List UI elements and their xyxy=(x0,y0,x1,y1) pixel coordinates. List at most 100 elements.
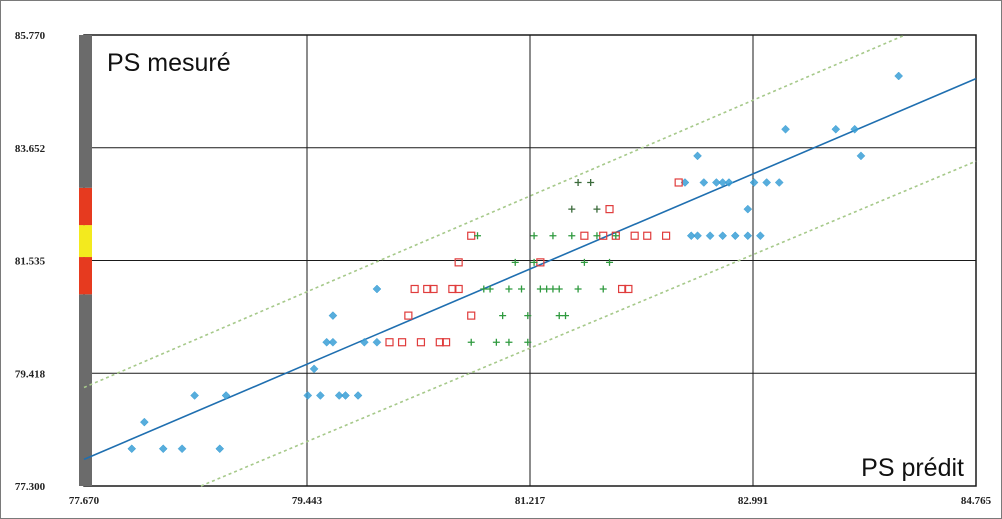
data-point-plus xyxy=(480,285,488,293)
data-points xyxy=(127,71,904,454)
data-point-diamond xyxy=(712,178,721,187)
fit-line-group xyxy=(83,77,977,461)
data-point-square xyxy=(454,284,463,294)
x-tick-label: 84.765 xyxy=(961,495,992,507)
data-point-diamond xyxy=(856,151,866,161)
data-point-diamond xyxy=(316,391,325,400)
x-tick-label: 77.670 xyxy=(69,495,100,507)
data-point-square xyxy=(617,284,627,294)
data-point-plus xyxy=(549,285,557,293)
data-point-square xyxy=(441,338,451,347)
confidence-lines xyxy=(83,34,977,487)
data-point-plus xyxy=(467,338,475,346)
data-point-square xyxy=(448,284,457,294)
data-point-diamond xyxy=(756,231,765,241)
y-tick-label: 83.652 xyxy=(15,143,46,155)
x-tick-label: 82.991 xyxy=(738,495,768,507)
data-point-diamond xyxy=(372,284,382,294)
data-point-plus xyxy=(555,312,563,320)
data-point-diamond xyxy=(743,231,753,241)
data-point-plus xyxy=(524,338,532,346)
data-point-diamond xyxy=(341,391,350,400)
data-point-plus xyxy=(568,205,576,213)
data-point-plus xyxy=(555,285,563,293)
data-point-diamond xyxy=(309,364,319,374)
data-point-plus xyxy=(499,312,507,320)
x-tick-label: 79.443 xyxy=(292,495,323,507)
data-point-diamond xyxy=(177,444,187,454)
data-point-plus xyxy=(580,258,588,266)
confidence-line-lower xyxy=(200,160,977,487)
data-point-square xyxy=(429,284,438,294)
data-point-diamond xyxy=(303,391,313,400)
y-tick-label: 77.300 xyxy=(15,481,46,493)
data-point-diamond xyxy=(850,124,860,134)
side-scale-bar xyxy=(79,35,92,486)
data-point-diamond xyxy=(322,337,331,347)
data-point-diamond xyxy=(749,178,759,187)
data-point-plus xyxy=(593,232,601,240)
data-point-plus xyxy=(486,285,494,293)
fit-line xyxy=(83,77,977,461)
data-point-plus xyxy=(593,205,601,213)
data-point-diamond xyxy=(894,71,904,81)
data-point-diamond xyxy=(190,391,199,400)
data-point-plus xyxy=(606,258,614,266)
data-point-diamond xyxy=(781,124,790,134)
data-point-square xyxy=(423,284,432,294)
data-point-plus xyxy=(574,285,582,293)
side-scale-segment xyxy=(79,257,92,295)
x-tick-labels: 77.670 79.443 81.217 82.991 84.765 xyxy=(69,495,992,507)
data-point-square xyxy=(454,258,463,267)
data-point-square xyxy=(416,338,426,347)
data-point-plus xyxy=(574,178,582,186)
side-scale-segment xyxy=(79,294,92,486)
side-scale-segment xyxy=(79,225,92,258)
y-axis-title: PS mesuré xyxy=(107,49,231,77)
data-point-plus xyxy=(562,312,570,320)
data-point-plus xyxy=(568,232,576,240)
x-axis-title: PS prédit xyxy=(861,454,964,482)
data-point-plus xyxy=(524,312,532,320)
data-point-plus xyxy=(518,285,526,293)
data-point-plus xyxy=(530,232,538,240)
data-point-square xyxy=(674,178,683,187)
data-point-diamond xyxy=(353,391,363,400)
confidence-line-upper xyxy=(83,34,906,389)
data-point-square xyxy=(467,311,476,320)
data-point-diamond xyxy=(762,178,772,187)
data-point-plus xyxy=(505,338,513,346)
data-point-square xyxy=(605,205,614,214)
data-point-diamond xyxy=(730,231,740,241)
data-point-square xyxy=(397,338,407,347)
data-point-diamond xyxy=(774,178,784,187)
data-point-square xyxy=(624,284,633,294)
y-tick-label: 81.535 xyxy=(15,256,46,268)
data-point-plus xyxy=(549,232,557,240)
side-scale-segment xyxy=(79,187,92,226)
data-point-diamond xyxy=(334,391,344,400)
data-point-diamond xyxy=(127,444,137,454)
data-point-diamond xyxy=(360,337,369,347)
data-point-plus xyxy=(536,285,544,293)
data-point-diamond xyxy=(328,311,338,320)
data-point-plus xyxy=(587,178,595,186)
data-point-square xyxy=(643,231,652,240)
data-point-diamond xyxy=(686,231,696,241)
data-point-diamond xyxy=(699,178,709,187)
grid xyxy=(83,34,977,487)
data-point-plus xyxy=(474,232,482,240)
data-point-diamond xyxy=(372,337,382,347)
y-tick-labels: 77.300 79.418 81.535 83.652 85.770 xyxy=(15,30,46,493)
data-point-plus xyxy=(599,285,607,293)
data-point-diamond xyxy=(215,444,225,454)
data-point-diamond xyxy=(328,337,338,347)
data-point-square xyxy=(385,338,394,347)
data-point-diamond xyxy=(724,178,734,187)
x-tick-label: 81.217 xyxy=(515,495,546,507)
data-point-diamond xyxy=(743,204,753,214)
data-point-square xyxy=(404,311,413,320)
data-point-square xyxy=(630,231,639,240)
